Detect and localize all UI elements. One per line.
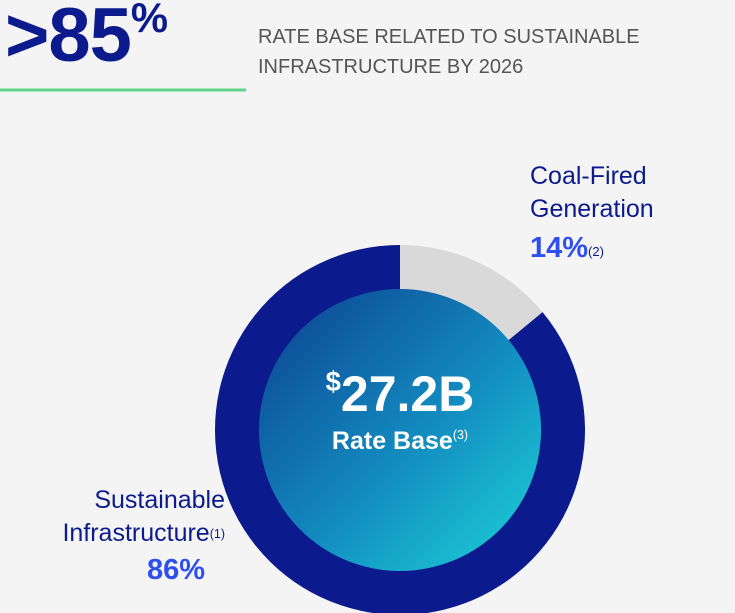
label-coal: Coal-Fired Generation 14%(2): [530, 160, 710, 265]
category-label: Sustainable Infrastructure: [62, 486, 225, 547]
slices: [215, 245, 585, 613]
footnote: (1): [209, 527, 225, 542]
header-text: RATE BASE RELATED TO SUSTAINABLE INFRAST…: [258, 26, 640, 78]
headline-number: >85: [5, 0, 132, 78]
center-text: $27.2B Rate Base(3): [260, 365, 540, 456]
headline-unit: %: [130, 0, 168, 42]
value-label: 14%: [530, 232, 589, 264]
headline: >85%: [5, 0, 168, 79]
center-label: Rate Base: [331, 427, 453, 455]
label-sustainable: Sustainable Infrastructure(1) 86%: [0, 484, 225, 587]
center-disc: [259, 289, 541, 571]
center-amount: 27.2B: [340, 366, 475, 422]
footnote: (2): [588, 243, 604, 259]
currency: $: [325, 366, 341, 398]
value-label: 86%: [146, 554, 205, 586]
category-label: Coal-Fired Generation: [530, 162, 654, 223]
footnote: (3): [452, 427, 469, 442]
slice: [400, 245, 543, 341]
